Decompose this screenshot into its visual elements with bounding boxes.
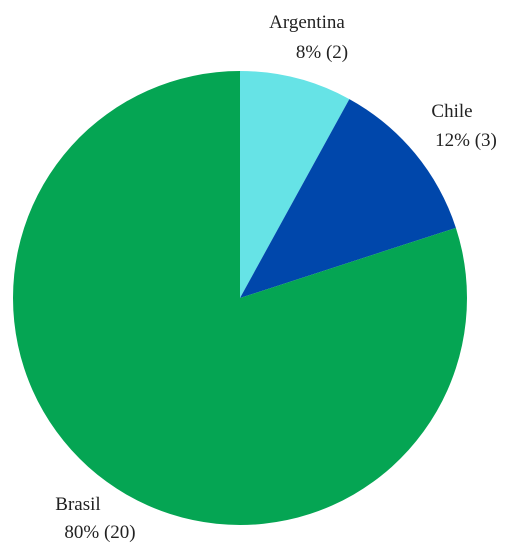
label-brasil-name: Brasil xyxy=(55,494,100,515)
label-brasil-value: 80% (20) xyxy=(64,522,135,543)
slice-chile xyxy=(240,99,456,298)
label-chile-name: Chile xyxy=(431,101,472,122)
label-chile-value: 12% (3) xyxy=(435,130,497,151)
label-argentina-name: Argentina xyxy=(269,12,345,33)
slice-argentina xyxy=(240,71,350,298)
slice-brasil xyxy=(12,71,467,525)
pie-slices xyxy=(12,71,467,525)
label-argentina-value: 8% (2) xyxy=(296,42,348,63)
